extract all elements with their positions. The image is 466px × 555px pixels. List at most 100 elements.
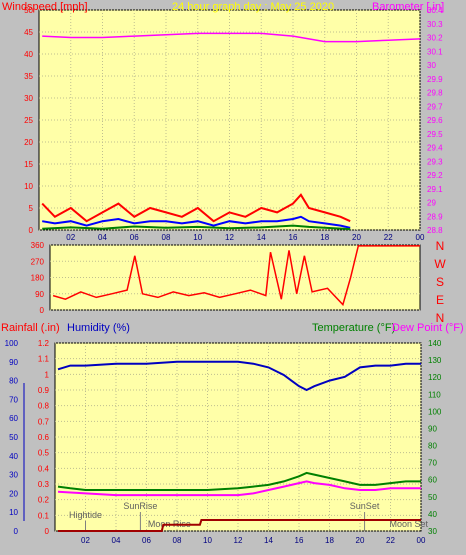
- rainfall-label: Rainfall (.in): [1, 322, 60, 334]
- rainfall-line: [58, 519, 421, 532]
- compass-letter: W: [434, 257, 446, 271]
- wind-tick-label: 30: [24, 94, 33, 103]
- wind-title: Windspeed [mph]: [2, 1, 88, 13]
- temp-tick-label: 30: [428, 527, 437, 536]
- rain-tick-label: 1.2: [38, 339, 50, 348]
- compass-letter: E: [436, 293, 444, 307]
- wind-x-ticks: 02 04 06 08 10 12 14 16 18 20 22 00: [66, 233, 425, 242]
- humidity-line: [57, 360, 421, 392]
- temp-x-ticks: 02 04 06 08 10 12 14 16 18 20 22 00: [81, 536, 426, 545]
- direction-tick-label: 360: [31, 241, 45, 250]
- temp-tick-label: 140: [428, 339, 442, 348]
- baro-tick-label: 29.1: [427, 185, 443, 194]
- wind-x-tick-label: 04: [98, 233, 107, 242]
- compass-letter: N: [436, 311, 445, 325]
- temp-tick-label: 100: [428, 407, 442, 416]
- baro-tick-label: 29.5: [427, 130, 443, 139]
- wind-tick-label: 50: [24, 6, 33, 15]
- wind-series: [41, 32, 421, 231]
- baro-tick-label: 30.3: [427, 20, 443, 29]
- wind-tick-label: 20: [24, 138, 33, 147]
- wind-x-tick-label: 06: [130, 233, 139, 242]
- temp-tick-label: 70: [428, 459, 437, 468]
- wind-low-line: [42, 224, 351, 231]
- wind-x-tick-label: 16: [289, 233, 298, 242]
- wind-x-tick-label: 12: [225, 233, 234, 242]
- temp-tick-label: 80: [428, 442, 437, 451]
- rain-tick-label: 0.8: [38, 402, 50, 411]
- wind-tick-label: 0: [29, 226, 34, 235]
- temp-x-tick-label: 22: [386, 536, 395, 545]
- compass-letter: N: [436, 239, 445, 253]
- rain-tick-label: 0.5: [38, 449, 50, 458]
- wind-x-tick-label: 18: [320, 233, 329, 242]
- event-label: SunSet: [350, 501, 380, 511]
- humidity-tick-label: 90: [9, 358, 18, 367]
- dewpoint-line: [57, 480, 421, 497]
- direction-series: [52, 245, 420, 307]
- dewpoint-label: Dew Point (°F): [392, 322, 464, 334]
- temp-x-tick-label: 10: [203, 536, 212, 545]
- wind-tick-label: 25: [24, 116, 33, 125]
- humidity-tick-label: 10: [9, 508, 18, 517]
- temp-tick-label: 40: [428, 510, 437, 519]
- baro-tick-label: 30: [427, 61, 436, 70]
- graph-title: 24 hour graph day : May 25 2020: [172, 1, 334, 13]
- wind-tick-label: 10: [24, 182, 33, 191]
- direction-tick-label: 90: [35, 290, 44, 299]
- humidity-tick-label: 20: [9, 489, 18, 498]
- humidity-tick-label: 50: [9, 433, 18, 442]
- wind-gust-line: [41, 193, 351, 223]
- baro-tick-label: 29.4: [427, 144, 443, 153]
- direction-tick-label: 270: [31, 257, 45, 266]
- rain-tick-label: 0.4: [38, 464, 50, 473]
- baro-tick-label: 29.7: [427, 102, 443, 111]
- rain-tick-label: 0.9: [38, 386, 50, 395]
- temperature-label: Temperature (°F): [312, 322, 395, 334]
- rain-tick-label: 0.6: [38, 433, 50, 442]
- temp-tick-label: 90: [428, 424, 437, 433]
- rain-tick-label: 0.7: [38, 417, 50, 426]
- humidity-tick-label: 60: [9, 414, 18, 423]
- wind-x-tick-label: 22: [384, 233, 393, 242]
- wind-tick-label: 40: [24, 50, 33, 59]
- wind-tick-label: 15: [24, 160, 33, 169]
- rain-y-ticks: 0 0.1 0.2 0.3 0.4 0.5 0.6 0.7 0.8 0.9 1 1.1 1.2: [38, 339, 50, 536]
- humidity-tick-label: 40: [9, 452, 18, 461]
- temp-x-tick-label: 12: [234, 536, 243, 545]
- humidity-tick-label: 30: [9, 471, 18, 480]
- baro-y-ticks: 28.8 28.9 29 29.1 29.2 29.3 29.4 29.5 29.6 29.7 29…: [427, 6, 443, 235]
- temp-x-tick-label: 08: [173, 536, 182, 545]
- wind-x-tick-label: 00: [416, 233, 425, 242]
- humidity-tick-label: 100: [5, 339, 19, 348]
- wind-x-tick-label: 08: [162, 233, 171, 242]
- baro-tick-label: 29.2: [427, 171, 443, 180]
- barometer-line: [42, 32, 421, 43]
- baro-tick-label: 28.9: [427, 212, 443, 221]
- humidity-tick-label: 80: [9, 377, 18, 386]
- baro-tick-label: 29.6: [427, 116, 443, 125]
- temp-tick-label: 120: [428, 373, 442, 382]
- wind-x-tick-label: 20: [352, 233, 361, 242]
- temp-x-tick-label: 14: [264, 536, 273, 545]
- rain-tick-label: 1: [45, 370, 50, 379]
- baro-tick-label: 28.8: [427, 226, 443, 235]
- baro-tick-label: 30.4: [427, 6, 443, 15]
- rain-tick-label: 1.1: [38, 355, 50, 364]
- direction-line: [52, 245, 420, 307]
- rain-tick-label: 0: [45, 527, 50, 536]
- baro-tick-label: 30.2: [427, 34, 443, 43]
- humidity-tick-label: 70: [9, 395, 18, 404]
- temp-x-tick-label: 04: [112, 536, 121, 545]
- event-label: SunRise: [123, 501, 157, 511]
- temp-x-tick-label: 18: [325, 536, 334, 545]
- temp-x-tick-label: 20: [356, 536, 365, 545]
- wind-y-ticks: 0 5 10 15 20 25 30 35 40 45 50: [24, 6, 33, 235]
- humidity-tick-label: 0: [14, 527, 19, 536]
- direction-tick-label: 180: [31, 274, 45, 283]
- temp-y-ticks: 30 40 50 60 70 80 90 100 110 120 130 140: [428, 339, 442, 536]
